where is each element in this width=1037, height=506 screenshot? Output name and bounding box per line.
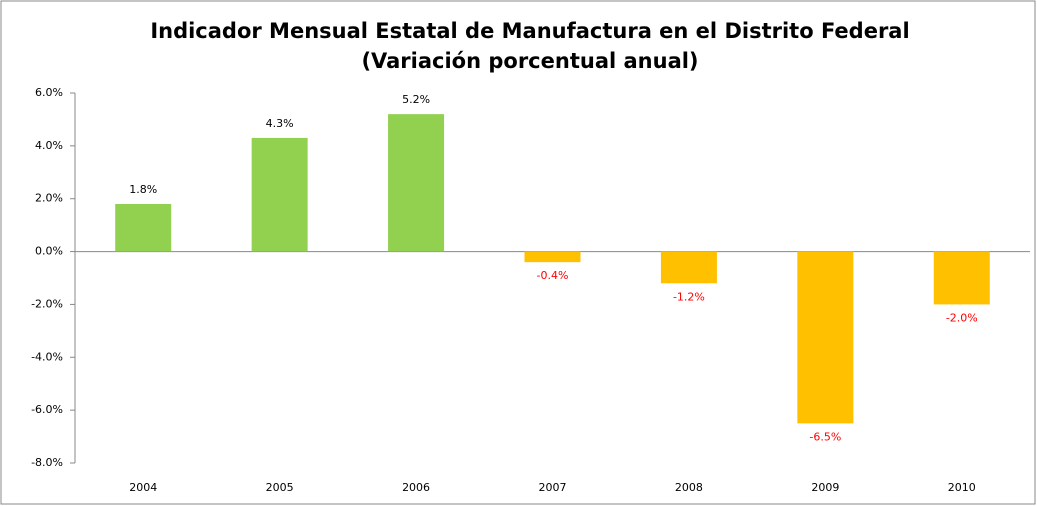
x-tick-label: 2010 — [948, 481, 976, 494]
value-label: -0.4% — [537, 269, 569, 282]
x-tick-label: 2005 — [266, 481, 294, 494]
value-label: 5.2% — [402, 93, 430, 106]
value-label: -1.2% — [673, 290, 705, 303]
bar — [933, 251, 990, 305]
y-tick-label: -8.0% — [31, 456, 63, 469]
y-tick-label: 2.0% — [35, 192, 63, 205]
x-tick-label: 2004 — [129, 481, 157, 494]
bar — [524, 251, 581, 263]
y-tick-label: -2.0% — [31, 297, 63, 310]
bar — [115, 204, 172, 252]
value-label: 1.8% — [129, 183, 157, 196]
bar — [388, 114, 445, 252]
chart-subtitle: (Variación porcentual anual) — [361, 49, 698, 73]
x-tick-label: 2006 — [402, 481, 430, 494]
value-label: -6.5% — [809, 430, 841, 443]
y-tick-label: 4.0% — [35, 139, 63, 152]
value-label: -2.0% — [946, 311, 978, 324]
bar — [660, 251, 717, 284]
x-tick-label: 2007 — [539, 481, 567, 494]
x-tick-label: 2008 — [675, 481, 703, 494]
chart-title: Indicador Mensual Estatal de Manufactura… — [150, 19, 909, 43]
x-tick-label: 2009 — [811, 481, 839, 494]
y-tick-label: -6.0% — [31, 403, 63, 416]
y-tick-label: 0.0% — [35, 245, 63, 258]
y-tick-label: -4.0% — [31, 350, 63, 363]
y-tick-label: 6.0% — [35, 86, 63, 99]
bar — [251, 137, 308, 252]
bar — [797, 251, 854, 424]
value-label: 4.3% — [266, 117, 294, 130]
